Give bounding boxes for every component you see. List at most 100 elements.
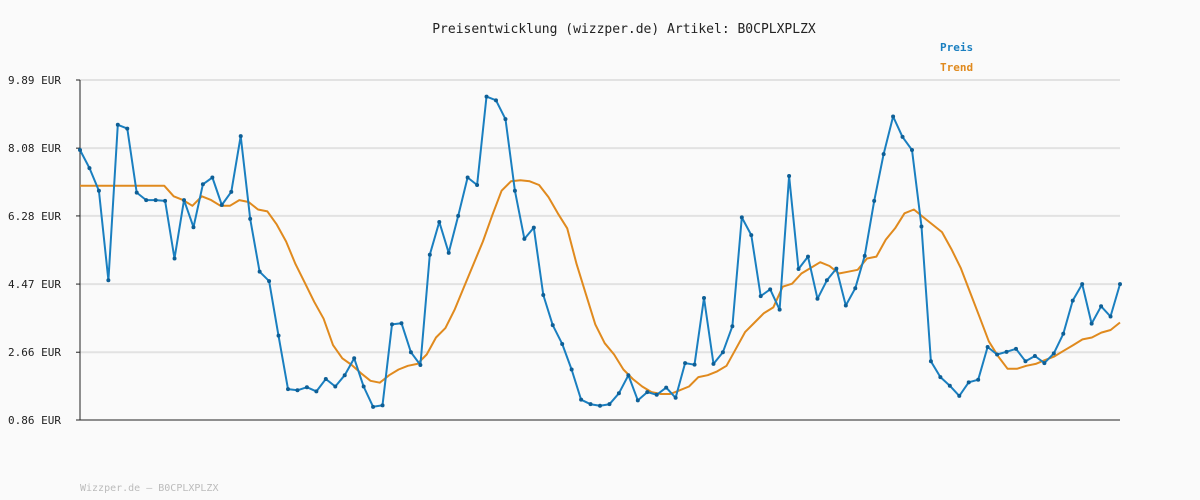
- preis-point: [787, 174, 792, 179]
- preis-point: [692, 362, 697, 367]
- preis-point: [598, 403, 602, 408]
- preis-point: [257, 269, 262, 274]
- preis-point: [503, 117, 508, 122]
- preis-point: [730, 324, 735, 329]
- legend: Preis Trend: [940, 41, 973, 74]
- preis-point: [560, 341, 565, 346]
- preis-point: [853, 286, 858, 291]
- preis-point: [645, 390, 650, 395]
- preis-point: [191, 225, 196, 230]
- preis-point: [1080, 282, 1085, 287]
- preis-point: [588, 402, 593, 407]
- preis-point: [1014, 346, 1018, 351]
- preis-point: [96, 188, 101, 193]
- preis-point: [446, 250, 451, 255]
- preis-point: [1004, 349, 1009, 354]
- preis-point: [115, 122, 120, 127]
- preis-point: [475, 183, 480, 188]
- preis-point: [276, 333, 281, 338]
- preis-point: [371, 404, 376, 409]
- preis-point: [654, 392, 659, 397]
- preis-point: [569, 367, 574, 372]
- preis-point: [938, 375, 943, 380]
- preis-point: [484, 94, 489, 99]
- y-tick-label: 2.66 EUR: [8, 346, 61, 359]
- preis-point: [768, 287, 773, 292]
- y-tick-labels: 9.89 EUR 8.08 EUR 6.28 EUR 4.47 EUR 2.66 EUR…: [8, 74, 80, 427]
- preis-point: [910, 148, 914, 153]
- preis-point: [928, 359, 933, 364]
- preis-point: [125, 126, 130, 131]
- preis-point: [1099, 304, 1104, 309]
- preis-point: [144, 198, 149, 203]
- preis-point: [210, 175, 215, 180]
- preis-point: [796, 267, 801, 272]
- preis-point: [361, 384, 366, 389]
- preis-point: [1118, 282, 1122, 287]
- preis-point: [815, 296, 820, 301]
- preis-point: [267, 279, 272, 284]
- preis-point: [219, 203, 224, 208]
- preis-point: [531, 225, 536, 230]
- grid-lines: [80, 79, 1120, 354]
- preis-point: [200, 182, 205, 187]
- preis-point: [607, 402, 612, 407]
- preis-point: [541, 292, 546, 297]
- preis-point: [304, 385, 309, 390]
- y-tick-label: 9.89 EUR: [8, 74, 61, 87]
- preis-point: [824, 278, 829, 283]
- preis-point: [408, 350, 413, 355]
- preis-point: [683, 361, 688, 366]
- preis-point: [1108, 314, 1113, 319]
- preis-point: [1089, 321, 1094, 326]
- preis-point: [1070, 298, 1075, 303]
- preis-point: [985, 344, 990, 349]
- preis-point: [758, 294, 763, 299]
- preis-point: [1051, 351, 1056, 356]
- trend-line: [80, 179, 1121, 395]
- preis-point: [229, 189, 234, 194]
- preis-point: [881, 152, 886, 157]
- preis-point: [872, 198, 877, 203]
- preis-point: [664, 385, 669, 390]
- preis-point: [616, 391, 621, 396]
- preis-point: [673, 395, 678, 400]
- preis-point: [626, 373, 631, 378]
- preis-point: [900, 134, 905, 139]
- preis-point: [418, 363, 423, 368]
- preis-point: [919, 224, 924, 229]
- preis-point: [806, 254, 810, 259]
- preis-point: [106, 278, 111, 283]
- preis-point: [427, 252, 432, 257]
- preis-point: [390, 322, 394, 327]
- series-lines: [78, 94, 1122, 409]
- preis-point: [333, 384, 338, 389]
- preis-point: [834, 266, 839, 271]
- preis-line: [79, 95, 1121, 408]
- preis-point: [182, 198, 186, 203]
- preis-point: [352, 356, 357, 361]
- preis-point: [512, 188, 517, 193]
- preis-point: [172, 256, 177, 261]
- preis-point: [465, 175, 470, 180]
- preis-point: [286, 387, 290, 392]
- preis-point: [579, 397, 584, 402]
- y-tick-label: 6.28 EUR: [8, 210, 61, 223]
- chart-title: Preisentwicklung (wizzper.de) Artikel: B…: [432, 22, 816, 37]
- preis-point: [947, 383, 952, 388]
- preis-point: [635, 398, 640, 403]
- preis-point: [843, 303, 848, 308]
- preis-point: [777, 307, 782, 312]
- preis-point: [862, 253, 867, 258]
- preis-point: [342, 373, 347, 378]
- preis-point: [134, 190, 139, 195]
- legend-item-trend: Trend: [940, 61, 973, 74]
- preis-point: [522, 236, 527, 241]
- preis-point: [995, 352, 1000, 357]
- preis-point: [153, 198, 158, 203]
- preis-point: [966, 380, 971, 385]
- preis-point: [550, 323, 555, 328]
- legend-item-preis: Preis: [940, 41, 973, 54]
- axes: [79, 80, 1120, 421]
- preis-point: [314, 389, 319, 394]
